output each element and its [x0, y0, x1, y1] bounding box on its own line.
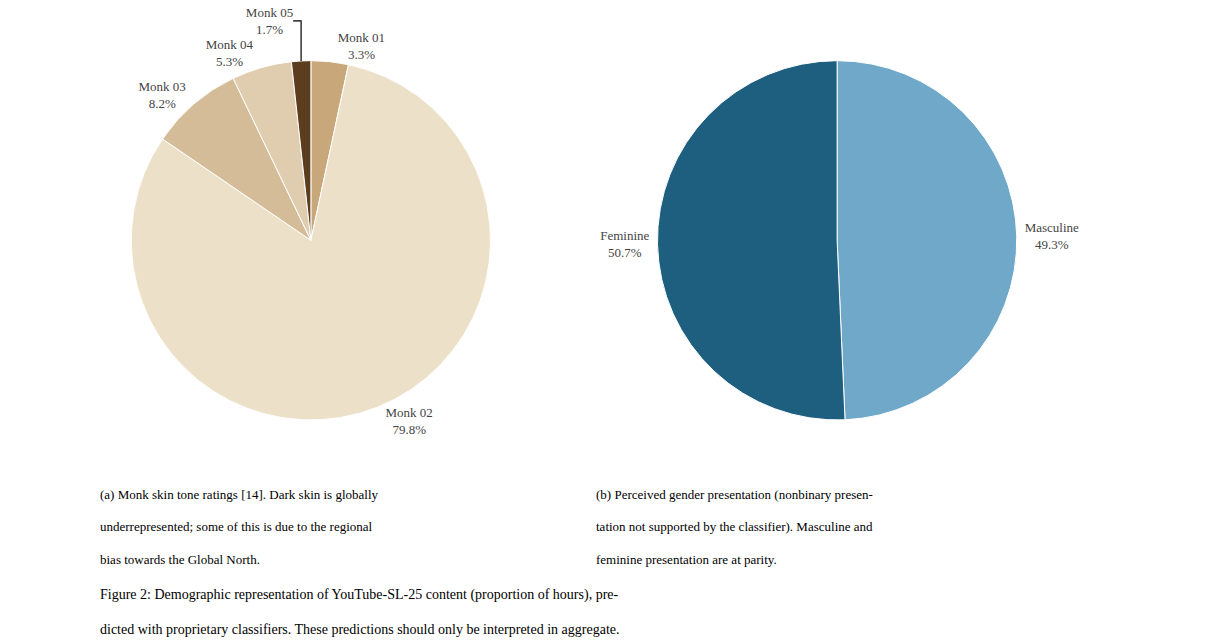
svg-text:Monk 051.7%: Monk 051.7% — [246, 5, 293, 37]
svg-text:Feminine50.7%: Feminine50.7% — [600, 228, 649, 260]
svg-text:feminine presentation are at p: feminine presentation are at parity. — [596, 552, 777, 567]
svg-text:(b) Perceived gender presentat: (b) Perceived gender presentation (nonbi… — [596, 487, 873, 502]
svg-text:(a) Monk skin tone ratings [14: (a) Monk skin tone ratings [14]. Dark sk… — [100, 487, 379, 502]
svg-text:Monk 038.2%: Monk 038.2% — [139, 79, 186, 111]
svg-text:bias towards the Global North.: bias towards the Global North. — [100, 552, 260, 567]
svg-text:tation not supported by the cl: tation not supported by the classifier).… — [596, 519, 873, 534]
svg-text:Figure 2: Demographic represen: Figure 2: Demographic representation of … — [100, 587, 619, 603]
svg-text:dicted with proprietary classi: dicted with proprietary classifiers. The… — [100, 622, 620, 637]
svg-text:Monk 045.3%: Monk 045.3% — [206, 37, 254, 69]
svg-text:Monk 0279.8%: Monk 0279.8% — [386, 405, 433, 437]
svg-text:Monk 013.3%: Monk 013.3% — [338, 30, 385, 62]
svg-text:Masculine49.3%: Masculine49.3% — [1025, 220, 1079, 252]
svg-text:underrepresented; some of this: underrepresented; some of this is due to… — [100, 519, 373, 534]
